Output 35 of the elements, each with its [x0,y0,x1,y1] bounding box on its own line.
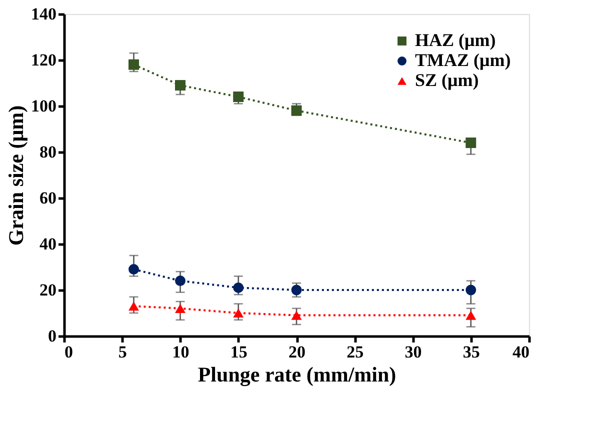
point [175,304,186,313]
y-tick-label: 100 [31,96,56,116]
x-tick-label: 40 [512,342,530,362]
point [233,282,244,293]
point [291,284,302,296]
point [233,308,244,318]
x-tick-label: 35 [462,342,480,362]
point [128,302,139,311]
point [175,276,186,286]
x-tick-label: 15 [230,342,248,362]
legend-label: TMAZ (μm) [415,50,511,70]
y-tick-label: 40 [40,234,56,254]
point [291,310,302,320]
y-tick-label: 140 [31,4,56,24]
point [466,310,476,320]
y-tick-label: 0 [48,326,56,346]
y-tick-label: 20 [40,280,56,300]
point [128,264,139,275]
y-tick-label: 60 [40,188,56,208]
point [466,284,476,296]
x-tick-label: 0 [64,342,73,362]
y-tick-label: 80 [40,142,56,162]
legend-label: SZ (μm) [415,70,479,90]
point [175,80,186,91]
x-tick-label: 20 [288,342,306,362]
point [466,138,476,148]
legend-label: HAZ (μm) [415,30,496,50]
x-tick-label: 30 [404,342,422,362]
y-axis-title: Grain size (μm) [4,105,28,246]
y-tick-label: 120 [31,50,56,70]
point [128,59,139,70]
x-axis-title: Plunge rate (mm/min) [198,362,396,386]
x-tick-label: 25 [346,342,364,362]
x-tick-label: 5 [118,342,127,362]
x-tick-label: 10 [172,342,190,362]
